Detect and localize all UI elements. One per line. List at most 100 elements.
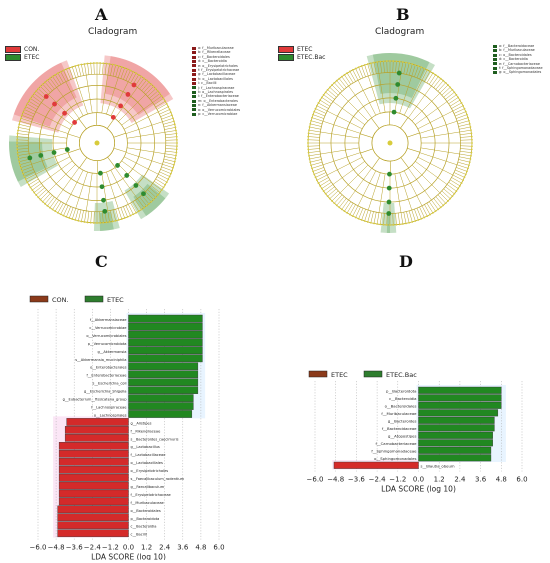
tree-branch <box>428 74 436 85</box>
tree-branch <box>424 76 439 96</box>
tree-node <box>349 70 351 73</box>
tree-branch <box>411 164 432 185</box>
tree-branch <box>150 93 160 101</box>
tree-node <box>44 202 46 205</box>
tree-branch <box>448 129 472 135</box>
tree-branch <box>56 164 76 184</box>
taxa-swatch <box>192 68 196 72</box>
tree-branch <box>25 106 46 118</box>
tree-node <box>165 103 168 105</box>
tree-node <box>80 63 83 66</box>
tree-node <box>382 60 385 63</box>
tree-branch <box>164 127 176 130</box>
tree-node <box>328 197 331 200</box>
tree-branch <box>342 108 365 125</box>
tree-node <box>335 204 338 207</box>
tree-branch <box>310 159 322 163</box>
tree-node <box>398 223 401 226</box>
tree-branch <box>329 190 339 199</box>
tree-node <box>447 200 449 202</box>
tree-node <box>173 123 176 126</box>
x-tick-label: −3.6 <box>348 476 366 484</box>
tree-branch <box>121 108 144 126</box>
tree-branch <box>358 67 364 78</box>
bar-label: o__Bacteroidales <box>131 509 161 513</box>
tree-branch <box>415 161 438 178</box>
legend-swatch <box>29 295 49 303</box>
tree-node <box>468 161 471 164</box>
tree-node <box>343 210 346 213</box>
tree-node <box>168 108 171 111</box>
tree-branch <box>114 66 122 89</box>
tree-branch <box>123 116 149 130</box>
tree-node <box>470 154 472 157</box>
tree-node <box>451 195 454 198</box>
tree-branch <box>18 156 30 159</box>
tree-branch <box>437 82 446 92</box>
tree-branch <box>78 209 82 221</box>
tree-branch <box>45 156 71 170</box>
tree-branch <box>336 196 345 206</box>
tree-branch <box>165 136 177 138</box>
tree-node <box>308 129 310 132</box>
tree-branch <box>63 70 69 81</box>
tree-branch <box>66 206 71 218</box>
tree-branch <box>132 201 140 212</box>
tree-branch <box>312 167 324 172</box>
tree-branch <box>417 156 443 171</box>
tree-node <box>62 214 65 217</box>
clade-node <box>115 163 120 168</box>
tree-branch <box>17 150 29 153</box>
tree-node <box>317 182 320 184</box>
bar-label: p__Bacteroidota <box>131 517 160 521</box>
bar-label: g__Atopostipes <box>388 433 417 438</box>
tree-branch <box>437 194 446 204</box>
tree-branch <box>308 151 332 157</box>
lda-bar: c__Bacteroidia <box>57 521 156 530</box>
tree-node <box>156 194 159 196</box>
legend-swatch <box>84 295 104 303</box>
tree-branch <box>431 84 449 102</box>
tree-branch <box>155 100 166 108</box>
tree-branch <box>398 201 404 225</box>
tree-branch <box>325 92 335 100</box>
tree-branch <box>352 69 364 91</box>
tree-node <box>326 88 329 91</box>
tree-node <box>307 148 310 151</box>
tree-node <box>57 72 59 75</box>
taxa-item: h: o__Lactobacillales <box>192 77 240 81</box>
tree-node <box>19 120 21 123</box>
tree-branch <box>383 61 385 73</box>
tree-branch <box>60 71 72 92</box>
tree-branch <box>395 61 397 73</box>
lda-bar: o__Enterobacterales <box>90 362 199 371</box>
tree-node <box>37 87 40 90</box>
lda-bar: g__Bacteroides <box>388 416 495 424</box>
tree-node <box>117 65 120 67</box>
tree-node <box>167 105 170 108</box>
tree-branch <box>161 115 173 120</box>
tree-node <box>316 179 318 182</box>
bar-label: f__Muribaculaceae <box>381 411 417 416</box>
tree-node <box>145 79 148 82</box>
tree-node <box>401 61 404 63</box>
tree-branch <box>448 97 459 105</box>
tree-branch <box>445 186 455 194</box>
tree-node <box>333 81 336 84</box>
tree-branch <box>348 101 369 122</box>
bar-rect <box>57 505 129 514</box>
tree-branch <box>451 177 462 184</box>
tree-branch <box>355 68 361 80</box>
legend-item: ETEC <box>278 45 325 53</box>
taxa-label: f: f__Sphingomonadaceae <box>499 66 543 71</box>
tree-branch <box>370 63 374 75</box>
tree-node <box>167 178 170 181</box>
clade-highlight <box>380 202 397 233</box>
tree-branch <box>337 156 363 171</box>
tree-node <box>17 129 19 132</box>
tree-node <box>470 151 473 154</box>
tree-node <box>152 198 155 201</box>
tree-branch <box>87 172 93 200</box>
tree-branch <box>20 118 43 126</box>
tree-branch <box>151 118 174 126</box>
